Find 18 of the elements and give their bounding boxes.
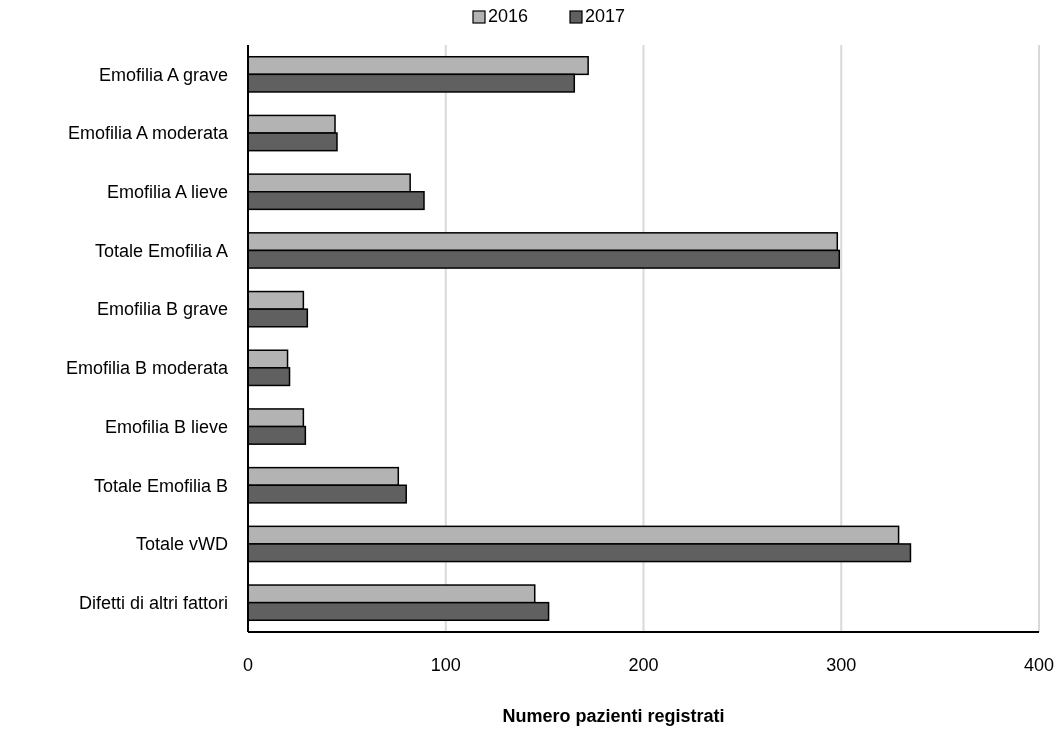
legend-label: 2017: [585, 6, 626, 26]
y-tick-label: Emofilia B grave: [96, 299, 228, 320]
y-tick-label: Emofilia A moderata: [67, 123, 229, 144]
x-tick-label: 200: [628, 655, 659, 675]
y-tick-label: Emofilia B lieve: [104, 416, 228, 437]
x-tick-label: 400: [1023, 655, 1055, 675]
y-tick-label: Difetti di altri fattori: [78, 592, 228, 613]
y-tick-label: Totale Emofilia B: [93, 475, 228, 496]
y-tick-label: Emofilia A grave: [98, 64, 228, 85]
y-tick-label: Emofilia B moderata: [65, 358, 229, 379]
y-tick-label: Emofilia A lieve: [106, 182, 228, 203]
x-axis-title: Numero pazienti registrati: [502, 706, 725, 726]
x-tick-label: 0: [242, 655, 254, 675]
legend-label: 2016: [488, 6, 529, 26]
y-tick-label: Totale vWD: [135, 534, 228, 555]
x-tick-label: 100: [430, 655, 461, 675]
x-tick-label: 300: [826, 655, 857, 675]
y-tick-label: Totale Emofilia A: [94, 240, 228, 261]
